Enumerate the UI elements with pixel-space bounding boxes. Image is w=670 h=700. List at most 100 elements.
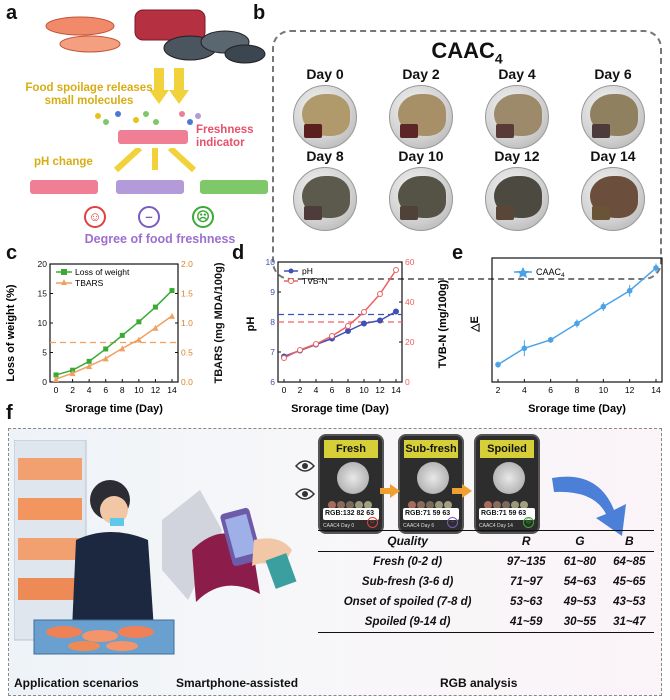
svg-text:CAAC4: CAAC4	[536, 267, 565, 279]
phone-status-label: Sub-fresh	[404, 440, 458, 458]
spoilage-text: Food spoilage releases small molecules	[25, 82, 153, 107]
data-point	[377, 317, 383, 324]
release-arrows-icon	[149, 68, 189, 104]
y-tick-label: 10	[266, 257, 276, 267]
degree-freshness-label: Degree of food freshness	[84, 232, 236, 246]
data-point	[281, 355, 287, 361]
data-point	[53, 376, 59, 383]
chart-c-legend: Loss of weight TBARS	[56, 267, 130, 288]
phone-1: Fresh RGB:132 82 63 CAAC4 Day 0 ☺	[318, 434, 384, 534]
panel-letter-d: d	[232, 242, 245, 264]
ph-change-arrows-icon	[113, 148, 197, 173]
chart-d-legend-2: TVB-N	[302, 276, 328, 286]
day-label: Day 10	[398, 148, 444, 164]
y-tick-label: 7	[270, 347, 275, 357]
y2-tick-label: 2.0	[181, 259, 193, 269]
data-point	[393, 308, 399, 315]
day-label: Day 2	[402, 66, 440, 82]
chart-e: 2 4 6 8 10 12 14 △E Srorage time (Day) CAAC4	[469, 257, 663, 415]
caac4-title: CAAC4	[431, 38, 503, 67]
chart-d-y2label: TVB-N (mg/100g)	[437, 279, 449, 368]
day-label: Day 4	[498, 66, 536, 82]
day-label: Day 6	[594, 66, 632, 82]
petri-dish	[485, 167, 549, 231]
data-point	[169, 312, 175, 319]
data-point	[345, 328, 351, 334]
y2-tick-label: 60	[405, 257, 415, 267]
curved-arrow-icon	[552, 476, 626, 536]
data-point	[600, 303, 607, 310]
chart-e-ylabel: △E	[469, 316, 481, 333]
x-tick-label: 0	[282, 385, 287, 395]
seafood-illustration	[45, 9, 266, 64]
chart-c-y2label: TBARS (mg MDA/100g)	[213, 262, 225, 383]
table-cell: 49~53	[563, 596, 597, 608]
series-line-1	[55, 290, 173, 376]
chart-c-xlabel: Srorage time (Day)	[65, 403, 163, 415]
phone-rgb-value: RGB:132 82 63	[323, 508, 379, 520]
chart-d: 0 2 4 6 8 10 12 14 6 7 8 9 10 0 20 40 60 pH TVB-N (mg/10…	[245, 257, 449, 415]
x-tick-label: 4	[314, 385, 319, 395]
table-cell: Sub-fresh (3-6 d)	[361, 576, 454, 588]
data-point	[329, 333, 335, 339]
data-point	[653, 265, 659, 271]
indicator-film	[400, 124, 418, 138]
phone-face-icon: –	[447, 517, 458, 528]
day-label: Day 0	[306, 66, 344, 82]
eye-icons	[294, 460, 316, 500]
petri-dish	[293, 167, 357, 231]
data-point	[136, 319, 142, 325]
indicator-film	[592, 206, 610, 220]
data-point	[626, 287, 633, 294]
table-cell: 61~80	[563, 556, 597, 568]
x-tick-label: 2	[496, 385, 501, 395]
phone-face-icon: ☹	[523, 517, 534, 528]
strip-subfresh	[116, 180, 184, 194]
data-point	[361, 320, 367, 327]
y-tick-label: 6	[270, 377, 275, 387]
arrow-right-1-icon	[380, 484, 400, 498]
x-tick-label: 4	[522, 385, 527, 395]
y-tick-label: 8	[270, 317, 275, 327]
data-point	[521, 345, 528, 352]
x-tick-label: 4	[87, 385, 92, 395]
panel-letter-a: a	[6, 2, 18, 24]
y-tick-label: 15	[38, 289, 48, 299]
neutral-face-icon: –	[138, 206, 160, 228]
series-line-1	[497, 267, 657, 366]
x-tick-label: 8	[120, 385, 125, 395]
data-point	[313, 341, 319, 347]
x-tick-label: 14	[167, 385, 177, 395]
x-tick-label: 14	[651, 385, 661, 395]
color-swatches	[484, 496, 534, 509]
store-scene-illustration	[14, 440, 175, 655]
dish-cell: Day 6	[574, 66, 652, 149]
data-point	[119, 345, 126, 352]
y2-tick-label: 0.5	[181, 348, 193, 358]
indicator-film	[304, 206, 322, 220]
y-tick-label: 9	[270, 287, 275, 297]
data-point	[53, 372, 59, 378]
day-label: Day 14	[590, 148, 636, 164]
phone-face-icon: ☺	[367, 517, 378, 528]
day-label: Day 12	[494, 148, 540, 164]
happy-face-icon: ☺	[84, 206, 106, 228]
y2-tick-label: 40	[405, 297, 415, 307]
y2-tick-label: 0	[405, 377, 410, 387]
dish-cell: Day 10	[382, 148, 460, 231]
data-point	[86, 363, 93, 370]
indicator-strip	[118, 130, 188, 144]
x-tick-label: 12	[375, 385, 385, 395]
x-tick-label: 14	[391, 385, 401, 395]
phone-caption: CAAC4 Day 6	[403, 523, 435, 529]
phone-status-label: Fresh	[324, 440, 378, 458]
petri-dish	[389, 167, 453, 231]
indicator-film	[496, 206, 514, 220]
chart-d-ylabel: pH	[245, 317, 257, 332]
y-tick-label: 20	[38, 259, 48, 269]
color-swatches	[328, 496, 378, 509]
data-point	[152, 304, 158, 310]
data-point	[152, 324, 159, 331]
table-row: Sub-fresh (3-6 d) 71~97 54~63 45~65	[318, 572, 654, 592]
y2-tick-label: 1.0	[181, 318, 193, 328]
